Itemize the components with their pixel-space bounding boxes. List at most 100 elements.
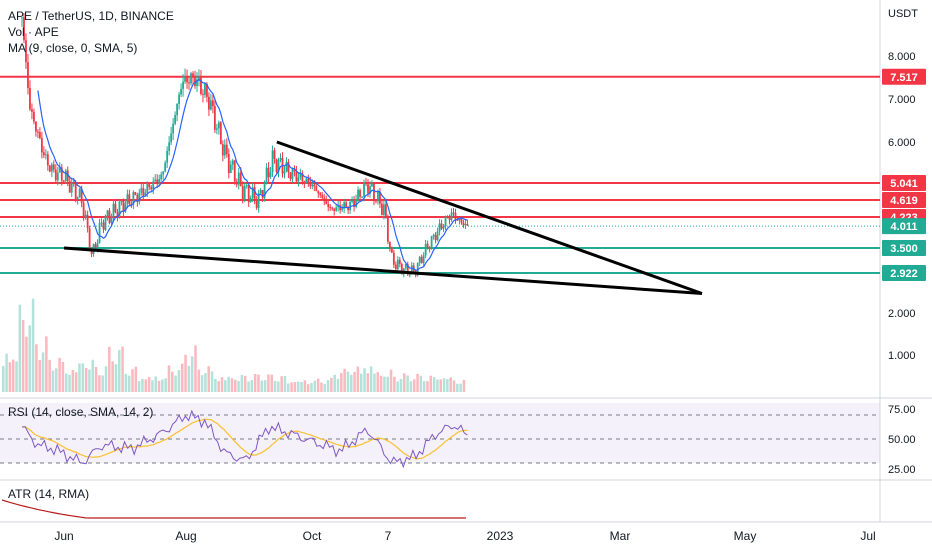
volume-bar — [144, 379, 148, 392]
candle-body — [398, 259, 401, 264]
last-price-badge — [882, 218, 926, 235]
trendline-upper[interactable] — [276, 140, 703, 295]
candle-body — [245, 185, 248, 187]
volume-bar — [134, 366, 138, 392]
price-tick-label: 7.000 — [888, 94, 916, 106]
candle-body — [386, 216, 389, 242]
candle-body — [235, 181, 238, 185]
symbol-title[interactable]: APE / TetherUS, 1D, BINANCE — [8, 9, 174, 23]
candle-body — [182, 81, 184, 89]
candle-body — [110, 217, 113, 223]
volume-bar — [432, 377, 436, 392]
rsi-tick-label: 50.00 — [888, 434, 916, 446]
rsi-line — [21, 409, 468, 469]
rsi-label: RSI (14, close, SMA, 14, 2) — [8, 405, 154, 419]
atr-legend[interactable]: ATR (14, RMA) — [8, 487, 89, 501]
candle-body — [400, 263, 403, 275]
volume-bar — [253, 373, 257, 392]
volume-bar — [237, 381, 240, 392]
candle-body — [118, 201, 121, 217]
candle-body — [190, 73, 192, 84]
rsi-tick-label: 75.00 — [888, 404, 916, 416]
volume-bar — [416, 373, 419, 392]
candle-body — [466, 224, 469, 226]
candle-body — [275, 158, 278, 172]
volume-bar — [174, 375, 177, 392]
volume-bar — [310, 383, 313, 392]
candle-body — [351, 200, 353, 202]
candle-body — [211, 100, 214, 107]
candle-body — [213, 106, 216, 130]
candle-body — [452, 212, 455, 214]
trendline-lower[interactable] — [63, 246, 703, 295]
volume-bar — [419, 375, 423, 392]
candle-body — [259, 189, 262, 194]
candle-body — [106, 210, 109, 217]
candle-body — [355, 198, 357, 207]
volume-bar — [45, 336, 48, 392]
volume-bar — [81, 363, 85, 392]
volume-bar — [25, 336, 28, 392]
candle-body — [257, 193, 260, 208]
candle-body — [436, 231, 439, 241]
candle-body — [337, 205, 340, 208]
candle-body — [168, 142, 171, 151]
volume-bar — [71, 370, 75, 392]
candle-body — [21, 17, 23, 19]
level-badge-label: 4.619 — [890, 195, 918, 207]
volume-bar — [35, 344, 38, 392]
volume-bar — [2, 365, 5, 392]
candle-body — [176, 103, 179, 116]
volume-bar — [277, 381, 280, 392]
candle-body — [410, 265, 413, 275]
volume-bar — [316, 378, 320, 392]
volume-bar — [366, 373, 370, 392]
volume-bar — [379, 375, 383, 392]
volume-bar — [204, 373, 207, 392]
candle-body — [138, 192, 141, 203]
candle-body — [361, 196, 363, 198]
rsi-legend[interactable]: RSI (14, close, SMA, 14, 2) — [8, 405, 153, 419]
volume-bar — [61, 362, 65, 392]
candle-body — [341, 208, 344, 211]
candle-body — [396, 259, 399, 270]
volume-bar — [210, 371, 214, 392]
volume-bar — [88, 369, 91, 392]
volume-legend[interactable]: Vol · APE — [8, 24, 59, 40]
volume-bar — [98, 375, 101, 392]
level-badge-3.500 — [882, 240, 926, 256]
candle-body — [277, 160, 280, 172]
candle-body — [349, 201, 351, 211]
candle-body — [122, 200, 125, 213]
candle-body — [227, 153, 230, 174]
volume-bar — [459, 383, 462, 392]
candle-body — [196, 79, 198, 86]
rsi-ma-line — [21, 418, 468, 460]
candle-body — [416, 262, 419, 276]
candle-body — [223, 144, 226, 156]
volume-bar — [373, 373, 376, 392]
volume-bar — [217, 381, 220, 392]
volume-bar — [346, 371, 350, 392]
ma-legend[interactable]: MA (9, close, 0, SMA, 5) — [8, 40, 137, 56]
candle-body — [206, 83, 208, 97]
volume-bar — [393, 376, 396, 392]
candle-body — [420, 257, 423, 264]
candle-body — [365, 182, 367, 185]
candle-body — [94, 244, 97, 249]
atr-label: ATR (14, RMA) — [8, 487, 90, 501]
level-badge-label: 7.517 — [890, 72, 918, 84]
price-tick-label: 2.000 — [888, 308, 916, 320]
candle-body — [25, 40, 27, 63]
volume-bar — [350, 374, 353, 392]
currency-label: USDT — [888, 8, 918, 20]
candle-body — [128, 194, 131, 204]
volume-bar — [296, 381, 300, 392]
candle-body — [291, 169, 294, 179]
candle-body — [126, 194, 129, 204]
volume-bar — [48, 359, 51, 392]
candle-body — [464, 224, 467, 226]
candle-body — [178, 94, 180, 104]
volume-bar — [336, 378, 340, 392]
